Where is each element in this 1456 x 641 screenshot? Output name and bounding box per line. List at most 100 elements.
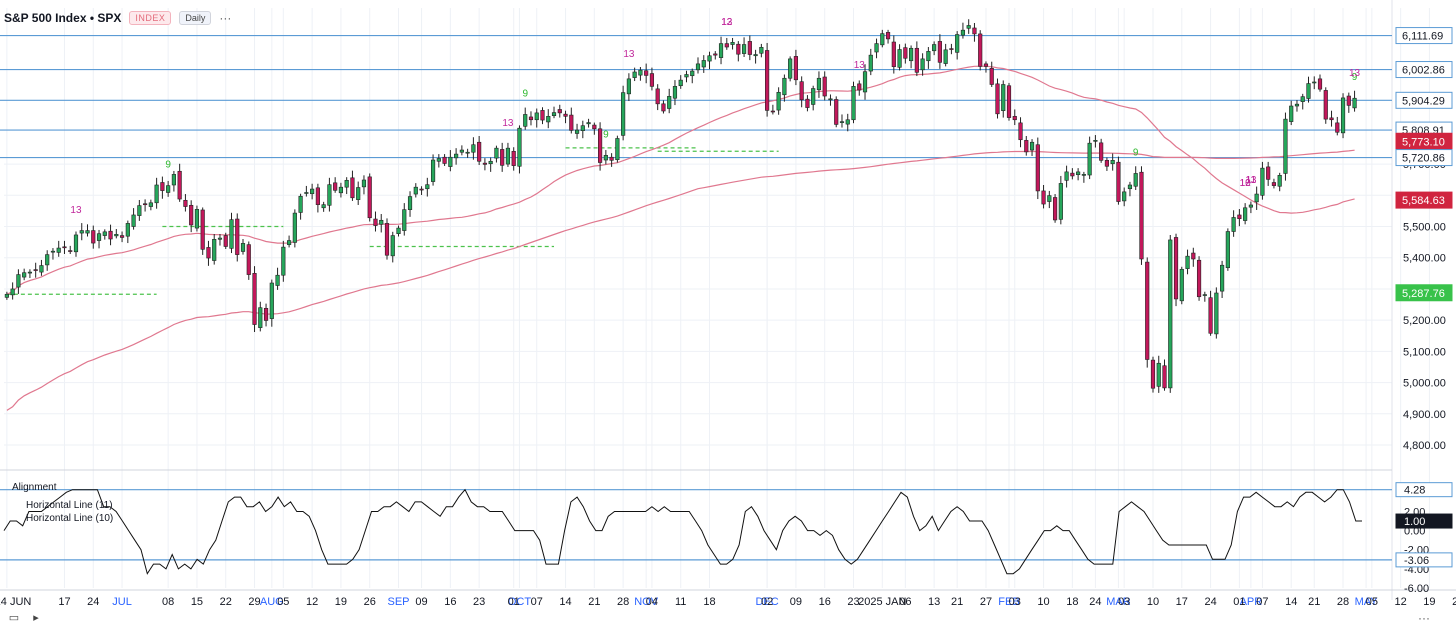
candle-body bbox=[586, 122, 591, 125]
time-tick-label: 28 bbox=[617, 596, 629, 608]
candle-body bbox=[839, 121, 845, 123]
interval-badge[interactable]: Daily bbox=[179, 11, 212, 25]
candle-body bbox=[258, 307, 263, 328]
candle-body bbox=[765, 50, 770, 111]
candle-body bbox=[367, 176, 372, 219]
candle-body bbox=[217, 237, 223, 240]
sequential-count-label: 9 bbox=[165, 160, 171, 171]
candle-body bbox=[574, 129, 580, 134]
time-tick-label: DEC bbox=[755, 596, 778, 608]
time-tick-label: 01 bbox=[508, 596, 520, 608]
candle-body bbox=[298, 195, 303, 213]
candle-body bbox=[569, 114, 574, 131]
candle-body bbox=[966, 25, 971, 29]
candle-body bbox=[436, 158, 441, 162]
candle-body bbox=[459, 149, 464, 153]
candle-body bbox=[1168, 239, 1173, 389]
candle-body bbox=[137, 205, 142, 216]
candles bbox=[4, 19, 1357, 393]
symbol-title[interactable]: S&P 500 Index • SPX bbox=[4, 11, 122, 25]
time-tick-label: 03 bbox=[1118, 596, 1130, 608]
time-tick-label: MAY bbox=[1355, 596, 1379, 608]
candle-body bbox=[1294, 103, 1300, 107]
candle-body bbox=[603, 155, 608, 161]
candle-body bbox=[85, 230, 90, 234]
candle-body bbox=[125, 223, 130, 237]
candle-body bbox=[240, 243, 246, 252]
osc-value-box bbox=[1395, 513, 1453, 529]
candle-body bbox=[223, 235, 228, 247]
time-tick-label: 12 bbox=[1395, 596, 1407, 608]
candle-body bbox=[534, 112, 539, 121]
candle-body bbox=[1104, 160, 1109, 167]
candle-body bbox=[678, 79, 683, 87]
candle-body bbox=[108, 230, 113, 240]
time-tick-label: 10 bbox=[1147, 596, 1159, 608]
osc-axis: 2.000.00-2.00-4.00-6.004.281.00-3.06 bbox=[1395, 482, 1453, 595]
candle-body bbox=[171, 174, 176, 186]
more-options-icon[interactable]: ··· bbox=[219, 11, 232, 25]
candle-body bbox=[390, 235, 395, 257]
candle-body bbox=[649, 73, 655, 87]
candle-body bbox=[177, 170, 182, 200]
time-tick-label: 11 bbox=[675, 596, 686, 608]
time-tick-label: 08 bbox=[162, 596, 174, 608]
play-icon[interactable]: ▸ bbox=[33, 612, 39, 624]
candle-body bbox=[788, 58, 793, 79]
osc-value-label: -3.06 bbox=[1404, 555, 1429, 567]
time-tick-label: 13 bbox=[928, 596, 940, 608]
candle-body bbox=[914, 47, 919, 73]
candle-body bbox=[1099, 142, 1104, 161]
candle-body bbox=[638, 69, 643, 76]
candle-body bbox=[1093, 140, 1098, 142]
candle-body bbox=[1277, 175, 1282, 187]
candle-body bbox=[189, 204, 194, 226]
candle-body bbox=[1214, 292, 1219, 335]
candle-body bbox=[851, 86, 856, 121]
candle-body bbox=[246, 244, 251, 275]
candle-body bbox=[1335, 122, 1340, 133]
candle-body bbox=[338, 186, 344, 194]
candle-body bbox=[667, 96, 672, 109]
support-dashes bbox=[6, 147, 779, 295]
price-tick-label: 5,100.00 bbox=[1403, 346, 1446, 358]
price-label: 5,584.63 bbox=[1402, 195, 1445, 207]
candle-body bbox=[546, 116, 551, 123]
candle-body bbox=[281, 246, 286, 276]
candle-body bbox=[1145, 261, 1150, 360]
sequential-count-label: 13 bbox=[502, 118, 514, 129]
time-tick-label: 15 bbox=[191, 596, 203, 608]
candle-body bbox=[1110, 160, 1115, 165]
time-tick-label: 19 bbox=[1423, 596, 1435, 608]
candle-body bbox=[402, 209, 407, 231]
time-tick-label: 24 bbox=[1204, 596, 1216, 608]
time-tick-label: SEP bbox=[388, 596, 410, 608]
candle-body bbox=[1070, 172, 1075, 177]
candle-body bbox=[1139, 171, 1144, 260]
time-tick-label: 18 bbox=[1066, 596, 1078, 608]
price-label-box bbox=[1395, 284, 1453, 302]
candle-body bbox=[615, 138, 620, 161]
candle-body bbox=[695, 63, 701, 71]
calendar-icon[interactable]: ▭ bbox=[8, 612, 20, 624]
time-tick-label: 09 bbox=[415, 596, 427, 608]
candle-body bbox=[937, 41, 942, 63]
candle-body bbox=[1081, 174, 1086, 176]
price-label: 5,720.86 bbox=[1402, 153, 1445, 165]
candle-body bbox=[1237, 214, 1242, 220]
candle-body bbox=[442, 156, 447, 164]
candle-body bbox=[609, 156, 614, 161]
candle-body bbox=[425, 184, 430, 190]
alignment-legend-item: Horizontal Line (10) bbox=[26, 513, 113, 524]
time-tick-label: NOV bbox=[634, 596, 659, 608]
index-badge: INDEX bbox=[129, 11, 172, 25]
candle-body bbox=[528, 116, 534, 121]
candle-body bbox=[27, 271, 33, 274]
sequential-count-label: 9 bbox=[603, 129, 609, 140]
candle-body bbox=[50, 250, 56, 253]
bottom-more-icon[interactable]: ··· bbox=[1418, 611, 1430, 625]
candle-body bbox=[523, 114, 528, 127]
candle-body bbox=[1150, 359, 1156, 389]
